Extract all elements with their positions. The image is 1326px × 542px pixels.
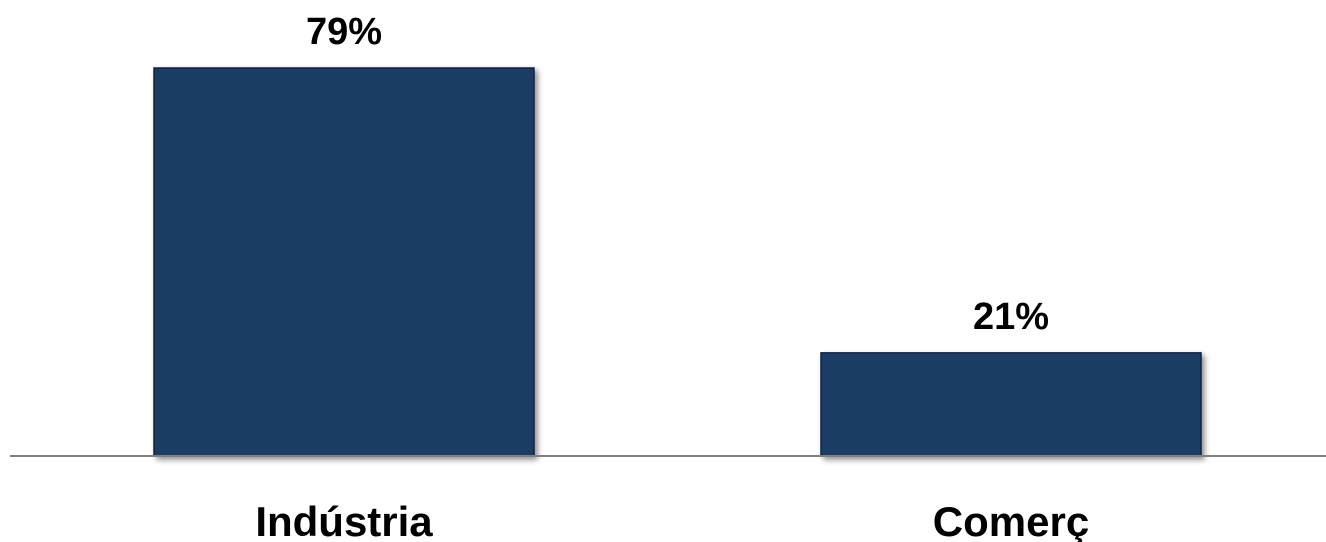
labels-layer: 79% Indústria 21% Comerç (255, 11, 1089, 542)
bar-1 (820, 352, 1202, 457)
category-label-1: Comerç (933, 498, 1089, 542)
category-label-0: Indústria (255, 498, 433, 542)
bars-layer (153, 67, 1202, 457)
bar-0 (153, 67, 535, 457)
data-label-1: 21% (973, 296, 1049, 338)
data-label-0: 79% (306, 11, 382, 53)
